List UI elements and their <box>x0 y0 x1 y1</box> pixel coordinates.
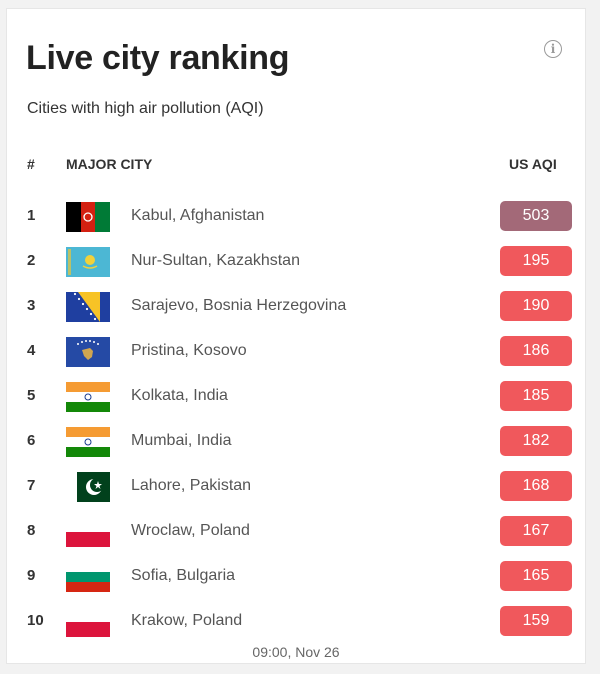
city-name[interactable]: Kolkata, India <box>131 387 228 404</box>
rank-number: 3 <box>27 297 36 314</box>
aqi-badge: 182 <box>500 426 572 456</box>
city-name[interactable]: Nur-Sultan, Kazakhstan <box>131 252 300 269</box>
city-column-header: MAJOR CITY <box>66 156 153 172</box>
rank-number: 2 <box>27 252 36 269</box>
city-name[interactable]: Wroclaw, Poland <box>131 522 250 539</box>
list-item: 4 Pristina, Kosovo 186 <box>7 332 587 372</box>
rank-number: 5 <box>27 387 36 404</box>
page-title: Live city ranking <box>26 39 290 77</box>
india-flag-icon <box>66 382 110 412</box>
city-name[interactable]: Mumbai, India <box>131 432 232 449</box>
list-item: 6 Mumbai, India 182 <box>7 422 587 462</box>
aqi-badge: 168 <box>500 471 572 501</box>
subtitle: Cities with high air pollution (AQI) <box>27 100 264 117</box>
aqi-badge: 195 <box>500 246 572 276</box>
aqi-badge: 190 <box>500 291 572 321</box>
list-item: 1 Kabul, Afghanistan 503 <box>7 197 587 237</box>
list-item: 5 Kolkata, India 185 <box>7 377 587 417</box>
rank-number: 4 <box>27 342 36 359</box>
aqi-column-header: US AQI <box>509 156 557 172</box>
aqi-badge: 165 <box>500 561 572 591</box>
pakistan-flag-icon <box>66 472 110 502</box>
rank-column-header: # <box>27 156 35 172</box>
bosnia-flag-icon <box>66 292 110 322</box>
aqi-badge: 167 <box>500 516 572 546</box>
list-item: 10 Krakow, Poland 159 <box>7 602 587 642</box>
update-timestamp: 09:00, Nov 26 <box>252 644 340 660</box>
city-name[interactable]: Pristina, Kosovo <box>131 342 247 359</box>
poland-flag-icon <box>66 607 110 637</box>
list-item: 7 Lahore, Pakistan 168 <box>7 467 587 507</box>
list-item: 2 Nur-Sultan, Kazakhstan 195 <box>7 242 587 282</box>
poland-flag-icon <box>66 517 110 547</box>
rank-number: 9 <box>27 567 36 584</box>
city-name[interactable]: Sofia, Bulgaria <box>131 567 236 584</box>
rank-number: 8 <box>27 522 36 539</box>
city-name[interactable]: Lahore, Pakistan <box>131 477 252 494</box>
india-flag-icon <box>66 427 110 457</box>
info-icon[interactable]: i <box>544 40 562 58</box>
aqi-badge: 185 <box>500 381 572 411</box>
city-ranking-card: Live city ranking i Cities with high air… <box>6 8 586 664</box>
city-name[interactable]: Krakow, Poland <box>131 612 243 629</box>
list-item: 8 Wroclaw, Poland 167 <box>7 512 587 552</box>
kosovo-flag-icon <box>66 337 110 367</box>
afghanistan-flag-icon <box>66 202 110 232</box>
aqi-badge: 503 <box>500 201 572 231</box>
aqi-badge: 159 <box>500 606 572 636</box>
rank-number: 1 <box>27 207 36 224</box>
city-name[interactable]: Kabul, Afghanistan <box>131 207 265 224</box>
rank-number: 6 <box>27 432 36 449</box>
bulgaria-flag-icon <box>66 562 110 592</box>
list-item: 3 Sarajevo, Bosnia Herzegovina 190 <box>7 287 587 327</box>
list-item: 9 Sofia, Bulgaria 165 <box>7 557 587 597</box>
city-name[interactable]: Sarajevo, Bosnia Herzegovina <box>131 297 347 314</box>
rank-number: 10 <box>27 612 44 629</box>
aqi-badge: 186 <box>500 336 572 366</box>
rank-number: 7 <box>27 477 36 494</box>
kazakhstan-flag-icon <box>66 247 110 277</box>
